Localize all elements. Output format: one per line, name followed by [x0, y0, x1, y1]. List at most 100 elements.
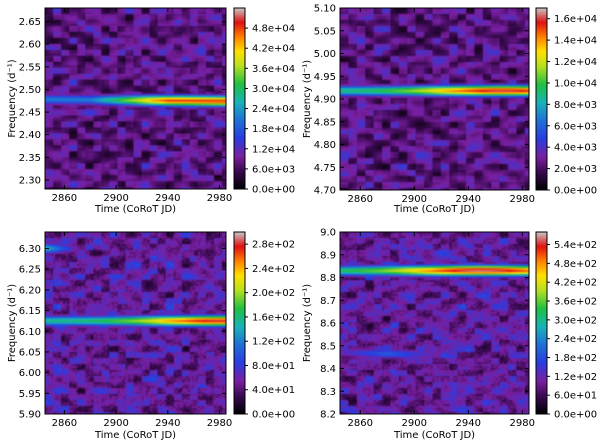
y-tick-label: 4.70: [314, 186, 336, 197]
colorbar-tick-label: 2.0e+03: [554, 164, 597, 175]
panel-4: 2860 2900 2940 2980 8.2 8.3 8.4 8.5 8.6 8.7 8.8 8.9…: [302, 228, 597, 442]
x-tick-label: 2900: [103, 418, 128, 429]
colorbar-tick-label: 2.4e+02: [252, 264, 295, 275]
colorbar-tick-label: 3.0e+02: [554, 315, 597, 326]
y-tick-label: 8.4: [320, 364, 336, 375]
colorbar-tick-label: 0.0e+00: [554, 186, 597, 197]
y-tick-label: 2.40: [19, 130, 41, 141]
colorbar-tick-label: 0.0e+00: [252, 410, 295, 421]
y-tick-label: 2.55: [19, 62, 41, 73]
y-tick-label: 4.95: [314, 72, 336, 83]
x-tick-label: 2980: [510, 418, 535, 429]
x-tick-label: 2900: [402, 418, 427, 429]
y-tick-label: 2.60: [19, 40, 41, 51]
y-tick-label: 6.10: [19, 327, 41, 338]
y-tick-label: 4.80: [314, 140, 336, 151]
y-tick-label: 6.30: [19, 244, 41, 255]
colorbar-tick-label: 3.0e+04: [252, 84, 295, 95]
y-axis-label: Frequency (d⁻¹): [7, 59, 18, 137]
colorbar-tick-label: 5.4e+02: [554, 240, 597, 251]
colorbar-tick-label: 3.6e+04: [252, 64, 295, 75]
x-axis-label: Time (CoRoT JD): [94, 430, 176, 441]
x-axis-label: Time (CoRoT JD): [393, 430, 475, 441]
y-tick-label: 5.90: [19, 410, 41, 421]
colorbar-tick-label: 0.0e+00: [554, 410, 597, 421]
colorbar-tick-label: 2.0e+02: [252, 288, 295, 299]
y-tick-label: 8.6: [320, 319, 336, 330]
heatmap-image: [340, 8, 529, 190]
y-tick-label: 2.45: [19, 108, 41, 119]
y-tick-label: 4.75: [314, 163, 336, 174]
y-tick-label: 6.20: [19, 285, 41, 296]
colorbar-tick-label: 1.6e+04: [554, 14, 597, 25]
colorbar-tick-label: 1.2e+02: [554, 372, 597, 383]
panel-2: 2860 2900 2940 2980 4.70 4.75 4.80 4.85 4.90 4.95…: [302, 4, 597, 216]
y-tick-label: 5.10: [314, 4, 336, 15]
y-tick-label: 8.2: [320, 410, 336, 421]
x-tick-label: 2940: [456, 418, 481, 429]
colorbar-tick-label: 6.0e+03: [252, 164, 295, 175]
y-tick-label: 2.65: [19, 17, 41, 28]
x-tick-label: 2860: [52, 193, 77, 204]
colorbar-tick-label: 4.0e+03: [554, 143, 597, 154]
y-tick-label: 8.3: [320, 387, 336, 398]
colorbar: [233, 231, 246, 415]
colorbar-tick-label: 4.8e+02: [554, 259, 597, 270]
plot-frame: [44, 7, 227, 190]
colorbar-tick-label: 0.0e+00: [252, 185, 295, 196]
y-tick-label: 2.50: [19, 85, 41, 96]
colorbar-tick-label: 2.4e+04: [252, 104, 295, 115]
y-tick-label: 5.95: [19, 389, 41, 400]
x-tick-label: 2860: [348, 194, 373, 205]
colorbar-tick-label: 4.2e+02: [554, 278, 597, 289]
colorbar-tick-label: 1.4e+04: [554, 36, 597, 47]
panel-3: 2860 2900 2940 2980 5.90 5.95 6.00 6.05 6.10 6.15…: [7, 231, 295, 441]
colorbar-tick-label: 6.0e+03: [554, 121, 597, 132]
x-tick-label: 2900: [103, 193, 128, 204]
colorbar-tick-label: 4.2e+04: [252, 44, 295, 55]
colorbar-tick-label: 1.0e+04: [554, 78, 597, 89]
y-tick-label: 6.25: [19, 265, 41, 276]
y-axis-label: Frequency (d⁻¹): [7, 284, 18, 362]
heatmap-image: [45, 8, 226, 189]
colorbar-tick-label: 4.8e+04: [252, 24, 295, 35]
x-tick-label: 2940: [155, 418, 180, 429]
colorbar-tick-label: 1.8e+04: [252, 124, 295, 135]
colorbar-tick-label: 8.0e+03: [554, 100, 597, 111]
y-tick-label: 9.0: [320, 228, 336, 239]
colorbar-tick-label: 1.2e+04: [252, 144, 295, 155]
panel-1: 2860 2900 2940 2980 2.30 2.35 2.40 2.45 2.50 2.55…: [7, 7, 295, 215]
x-axis-label: Time (CoRoT JD): [393, 204, 475, 215]
y-tick-label: 6.15: [19, 306, 41, 317]
y-tick-label: 8.5: [320, 341, 336, 352]
y-tick-label: 5.00: [314, 49, 336, 60]
x-tick-label: 2900: [402, 194, 427, 205]
colorbar-tick-label: 1.8e+02: [554, 353, 597, 364]
colorbar-tick-label: 1.6e+02: [252, 312, 295, 323]
y-tick-label: 6.00: [19, 368, 41, 379]
y-tick-label: 2.35: [19, 153, 41, 164]
heatmap-image: [340, 232, 529, 414]
colorbar-tick-label: 4.0e+01: [252, 385, 295, 396]
x-tick-label: 2940: [155, 193, 180, 204]
colorbar: [535, 7, 548, 191]
y-axis-label: Frequency (d⁻¹): [302, 60, 313, 138]
y-tick-label: 4.90: [314, 95, 336, 106]
y-tick-label: 8.8: [320, 273, 336, 284]
y-tick-label: 6.05: [19, 347, 41, 358]
x-tick-label: 2980: [207, 193, 232, 204]
x-tick-label: 2860: [348, 418, 373, 429]
colorbar-tick-label: 2.8e+02: [252, 240, 295, 251]
colorbar-tick-label: 3.6e+02: [554, 297, 597, 308]
colorbar-tick-label: 2.4e+02: [554, 334, 597, 345]
colorbar: [535, 231, 548, 415]
x-axis-label: Time (CoRoT JD): [94, 204, 176, 215]
plot-frame: [44, 231, 227, 415]
colorbar-tick-label: 8.0e+01: [252, 361, 295, 372]
y-tick-label: 5.05: [314, 26, 336, 37]
x-tick-label: 2980: [207, 418, 232, 429]
colorbar: [233, 7, 246, 190]
colorbar-tick-label: 1.2e+02: [252, 337, 295, 348]
y-tick-label: 4.85: [314, 117, 336, 128]
